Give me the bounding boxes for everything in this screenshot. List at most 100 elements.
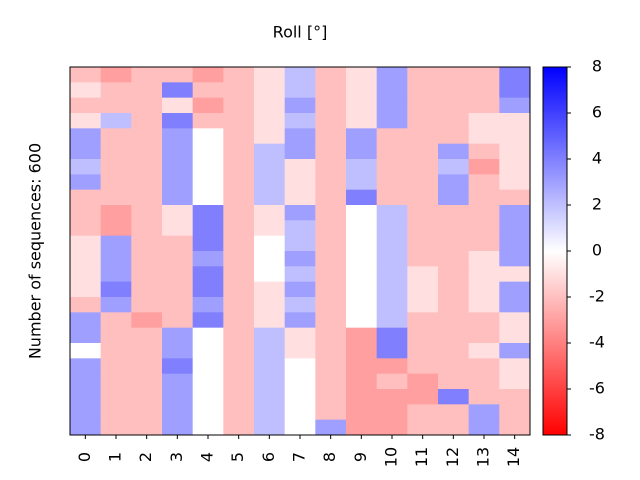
x-tick-label: 2 xyxy=(136,452,155,462)
heatmap-cell xyxy=(315,419,347,436)
heatmap-cell xyxy=(100,220,132,237)
heatmap-cell xyxy=(315,174,347,191)
heatmap-cell xyxy=(192,220,224,237)
heatmap-cell xyxy=(223,143,255,160)
heatmap-cell xyxy=(254,113,286,129)
heatmap-cell xyxy=(499,389,531,405)
heatmap-cell xyxy=(284,189,316,206)
heatmap-cell xyxy=(162,220,194,237)
heatmap-cell xyxy=(438,373,470,390)
heatmap-cell xyxy=(438,159,470,175)
heatmap-cell xyxy=(254,220,286,237)
heatmap-cell xyxy=(346,327,378,344)
heatmap-cell xyxy=(468,189,500,206)
heatmap-cell xyxy=(192,327,224,344)
heatmap-cell xyxy=(315,343,347,359)
heatmap-cell xyxy=(407,220,439,237)
heatmap-cell xyxy=(162,159,194,175)
heatmap-cell xyxy=(223,389,255,405)
heatmap-cell xyxy=(70,220,102,237)
heatmap-cell xyxy=(438,389,470,405)
heatmap-cell xyxy=(100,174,132,191)
heatmap-cell xyxy=(346,205,378,221)
heatmap-cell xyxy=(131,281,163,298)
heatmap-cell xyxy=(192,343,224,359)
heatmap-cell xyxy=(70,404,102,421)
heatmap-cell xyxy=(284,128,316,145)
heatmap-cell xyxy=(376,312,408,329)
heatmap-cell xyxy=(468,266,500,283)
heatmap-cell xyxy=(468,67,500,83)
heatmap-cell xyxy=(70,128,102,145)
heatmap-cell xyxy=(100,404,132,421)
heatmap-cell xyxy=(407,82,439,99)
heatmap-cell xyxy=(131,343,163,359)
heatmap-cell xyxy=(192,113,224,129)
heatmap-cell xyxy=(346,419,378,436)
heatmap-cell xyxy=(468,235,500,252)
heatmap-cell xyxy=(499,113,531,129)
heatmap-cell xyxy=(131,189,163,206)
heatmap-cell xyxy=(192,389,224,405)
heatmap-cell xyxy=(376,174,408,191)
heatmap-cell xyxy=(254,343,286,359)
heatmap-cell xyxy=(376,220,408,237)
heatmap-cell xyxy=(100,266,132,283)
x-tick-label: 13 xyxy=(474,447,493,467)
heatmap-cell xyxy=(100,343,132,359)
heatmap-cell xyxy=(499,67,531,83)
heatmap-cell xyxy=(284,205,316,221)
heatmap-cell xyxy=(315,297,347,313)
heatmap-cell xyxy=(438,343,470,359)
heatmap-cell xyxy=(223,419,255,436)
heatmap-cell xyxy=(70,82,102,99)
heatmap-cell xyxy=(131,312,163,329)
heatmap-cell xyxy=(131,297,163,313)
heatmap-cell xyxy=(407,174,439,191)
colorbar-tick-label: 0 xyxy=(592,241,602,260)
heatmap-cell xyxy=(70,389,102,405)
heatmap-cell xyxy=(162,67,194,83)
heatmap-cell xyxy=(315,159,347,175)
heatmap-cell xyxy=(131,266,163,283)
colorbar-tick-label: 8 xyxy=(592,57,602,76)
heatmap-cell xyxy=(315,189,347,206)
heatmap-cell xyxy=(284,143,316,160)
heatmap-cell xyxy=(131,404,163,421)
heatmap-cell xyxy=(192,404,224,421)
heatmap-cell xyxy=(100,113,132,129)
heatmap-cell xyxy=(376,82,408,99)
heatmap-cell xyxy=(192,159,224,175)
heatmap-cell xyxy=(131,327,163,344)
colorbar xyxy=(542,66,568,436)
heatmap-cell xyxy=(192,174,224,191)
heatmap-cell xyxy=(468,113,500,129)
heatmap-cell xyxy=(100,373,132,390)
heatmap-cell xyxy=(131,128,163,145)
x-tick-label: 0 xyxy=(75,452,94,462)
heatmap-cell xyxy=(407,343,439,359)
heatmap-cell xyxy=(346,358,378,375)
heatmap-cell xyxy=(162,235,194,252)
heatmap-cell xyxy=(499,266,531,283)
heatmap-cell xyxy=(468,312,500,329)
colorbar-tick-label: -8 xyxy=(589,425,605,444)
heatmap-cell xyxy=(468,205,500,221)
heatmap-cell xyxy=(499,220,531,237)
x-tick-label: 9 xyxy=(351,452,370,462)
heatmap-cell xyxy=(70,174,102,191)
heatmap-cell xyxy=(407,67,439,83)
y-axis-label: Number of sequences: 600 xyxy=(26,143,45,359)
heatmap-cell xyxy=(499,174,531,191)
heatmap-cell xyxy=(284,67,316,83)
heatmap-cell xyxy=(499,97,531,114)
heatmap-cell xyxy=(100,419,132,436)
heatmap-cell xyxy=(315,220,347,237)
heatmap-cell xyxy=(346,97,378,114)
x-tick-label: 12 xyxy=(443,447,462,467)
heatmap-cell xyxy=(499,373,531,390)
heatmap-cell xyxy=(223,373,255,390)
heatmap-cell xyxy=(438,82,470,99)
heatmap-cell xyxy=(468,404,500,421)
heatmap-cell xyxy=(223,404,255,421)
